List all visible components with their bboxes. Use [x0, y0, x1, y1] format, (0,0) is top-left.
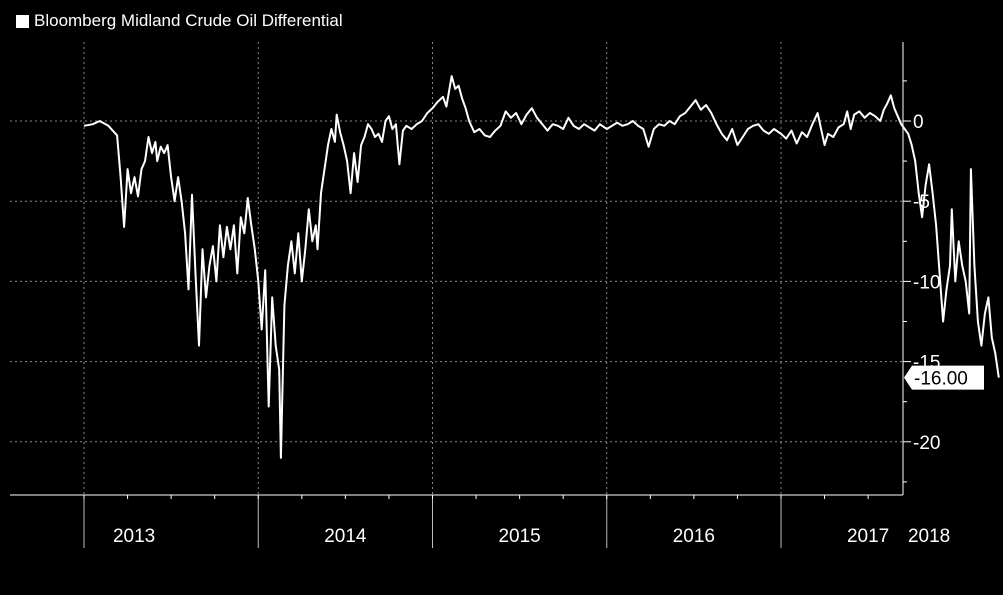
grid-lines — [10, 42, 903, 495]
x-tick-label: 2016 — [673, 526, 715, 547]
y-tick-label: 0 — [913, 112, 924, 133]
legend: Bloomberg Midland Crude Oil Differential — [16, 11, 343, 31]
x-tick-label: 2017 — [847, 526, 889, 547]
y-tick-label: -10 — [913, 272, 940, 293]
last-value-label: -16.00 — [914, 369, 968, 390]
last-value-marker: -16.00 — [904, 365, 984, 390]
y-axis: 0-5-10-15-20 — [902, 42, 940, 495]
x-tick-label: 2013 — [113, 526, 155, 547]
x-axis: 2013 2014 2015 2016 2017 2018 — [10, 494, 950, 548]
legend-label: Bloomberg Midland Crude Oil Differential — [34, 11, 343, 30]
y-tick-label: -5 — [913, 192, 930, 213]
series-line — [83, 75, 1000, 459]
y-tick-label: -20 — [913, 433, 940, 454]
x-tick-label: 2018 — [908, 526, 950, 547]
x-tick-label: 2014 — [324, 526, 367, 547]
x-tick-label: 2015 — [498, 526, 540, 547]
legend-swatch — [16, 14, 29, 28]
